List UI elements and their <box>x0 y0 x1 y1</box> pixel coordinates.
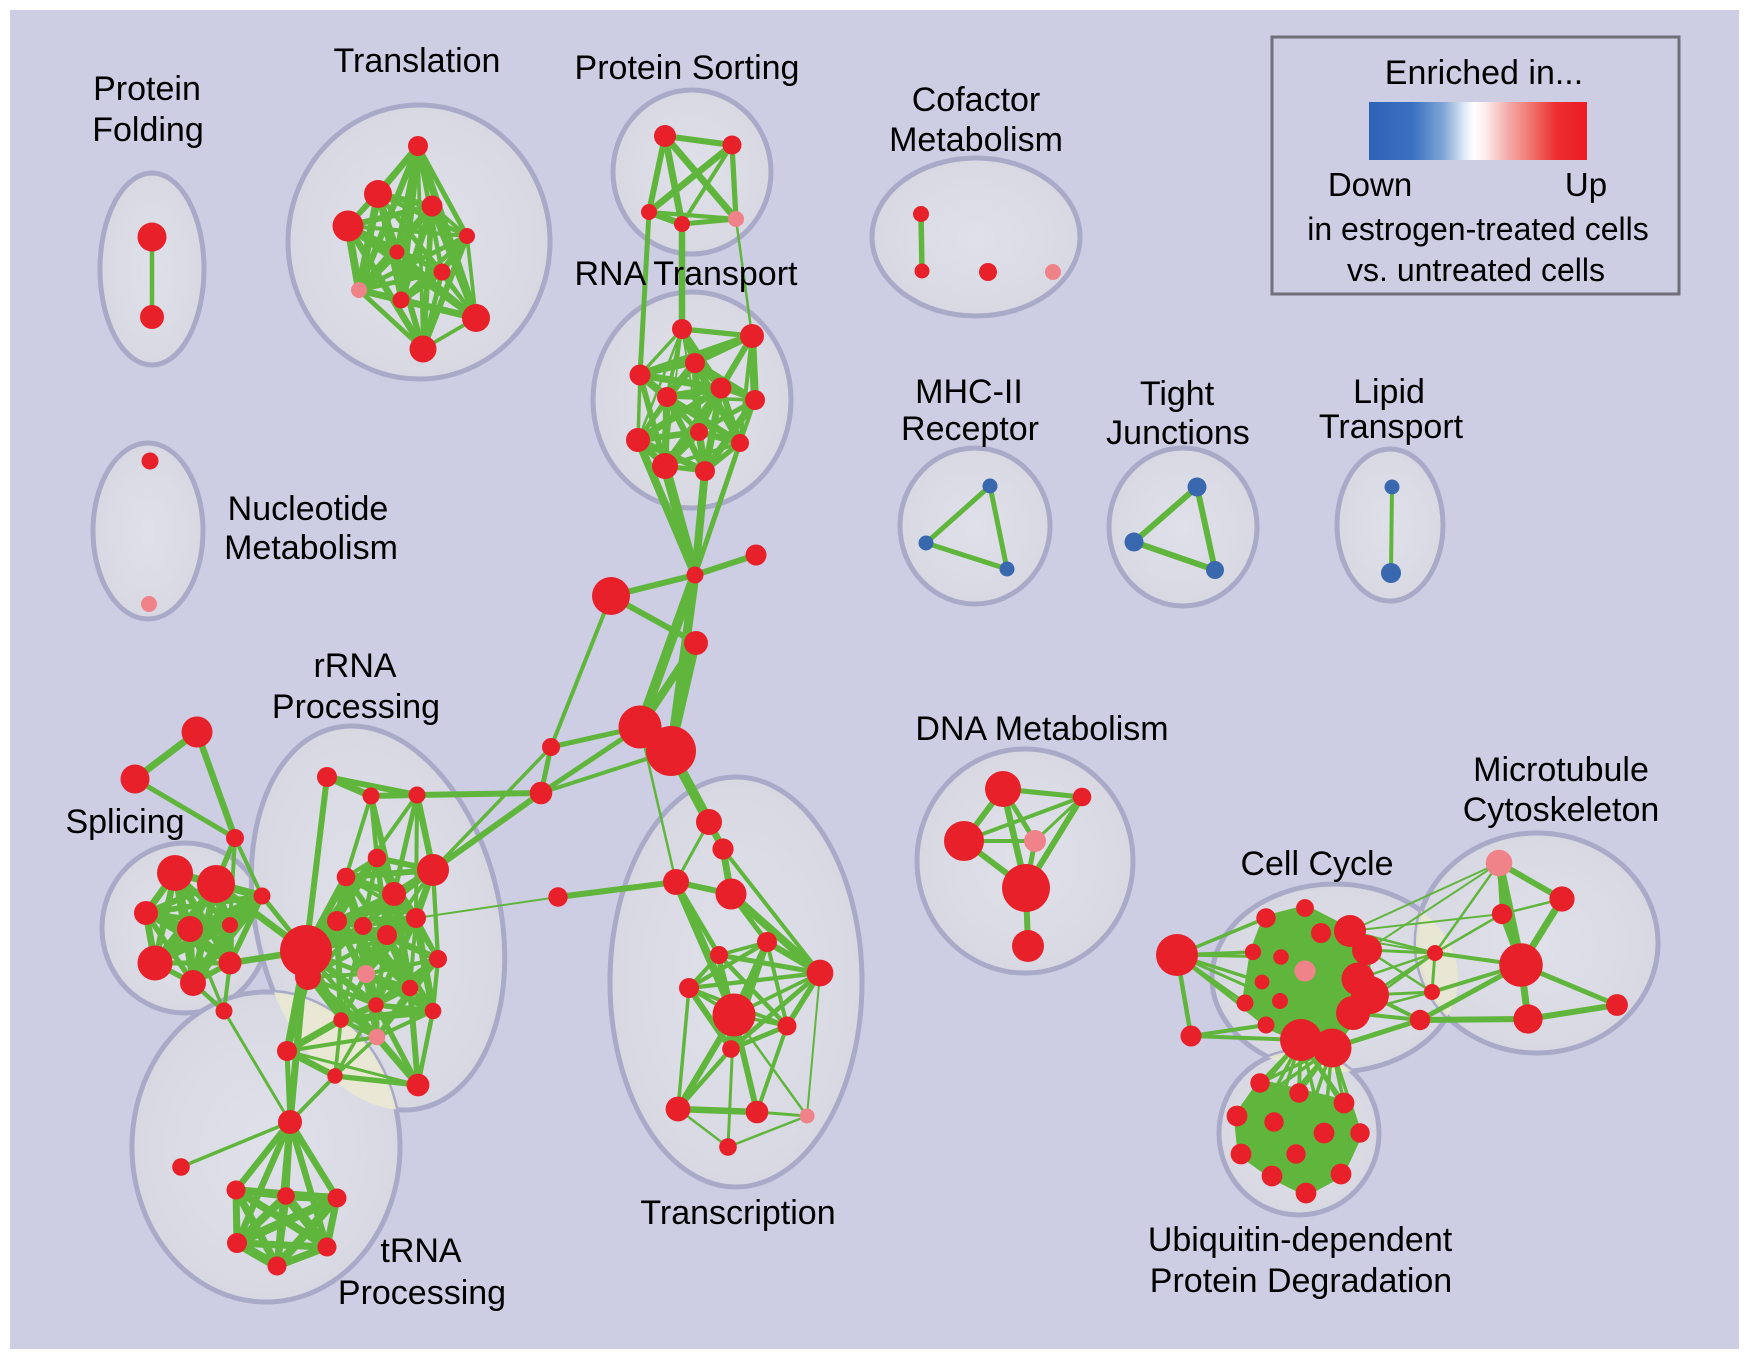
svg-text:Up: Up <box>1565 166 1607 203</box>
svg-text:rRNA: rRNA <box>313 647 396 685</box>
svg-text:Metabolism: Metabolism <box>889 121 1063 159</box>
svg-text:Transcription: Transcription <box>640 1194 835 1232</box>
svg-text:Protein: Protein <box>93 70 201 108</box>
svg-text:Protein Sorting: Protein Sorting <box>575 49 800 87</box>
svg-text:Lipid: Lipid <box>1353 373 1425 411</box>
svg-text:Protein Degradation: Protein Degradation <box>1150 1262 1452 1300</box>
svg-text:MHC-II: MHC-II <box>915 373 1023 411</box>
svg-text:Cell Cycle: Cell Cycle <box>1240 845 1393 883</box>
svg-text:Enriched in...: Enriched in... <box>1385 54 1583 92</box>
svg-text:Tight: Tight <box>1140 375 1215 413</box>
svg-text:Cofactor: Cofactor <box>912 81 1041 119</box>
svg-text:Translation: Translation <box>334 42 501 80</box>
svg-text:Folding: Folding <box>92 111 204 149</box>
svg-text:Metabolism: Metabolism <box>224 529 398 567</box>
svg-text:Microtubule: Microtubule <box>1473 751 1649 789</box>
svg-text:Splicing: Splicing <box>65 803 184 841</box>
svg-text:RNA Transport: RNA Transport <box>575 255 799 293</box>
svg-text:Receptor: Receptor <box>901 410 1039 448</box>
svg-text:in estrogen-treated cells: in estrogen-treated cells <box>1307 211 1649 247</box>
svg-text:Down: Down <box>1328 166 1412 203</box>
svg-text:Ubiquitin-dependent: Ubiquitin-dependent <box>1148 1221 1453 1259</box>
svg-text:Cytoskeleton: Cytoskeleton <box>1463 791 1660 829</box>
svg-text:Transport: Transport <box>1319 408 1464 446</box>
svg-text:vs. untreated cells: vs. untreated cells <box>1347 252 1605 288</box>
svg-text:tRNA: tRNA <box>380 1232 462 1270</box>
svg-text:Processing: Processing <box>338 1274 506 1312</box>
svg-text:Processing: Processing <box>272 688 440 726</box>
svg-text:Nucleotide: Nucleotide <box>228 490 389 528</box>
svg-text:DNA Metabolism: DNA Metabolism <box>915 710 1168 748</box>
svg-text:Junctions: Junctions <box>1106 414 1250 452</box>
